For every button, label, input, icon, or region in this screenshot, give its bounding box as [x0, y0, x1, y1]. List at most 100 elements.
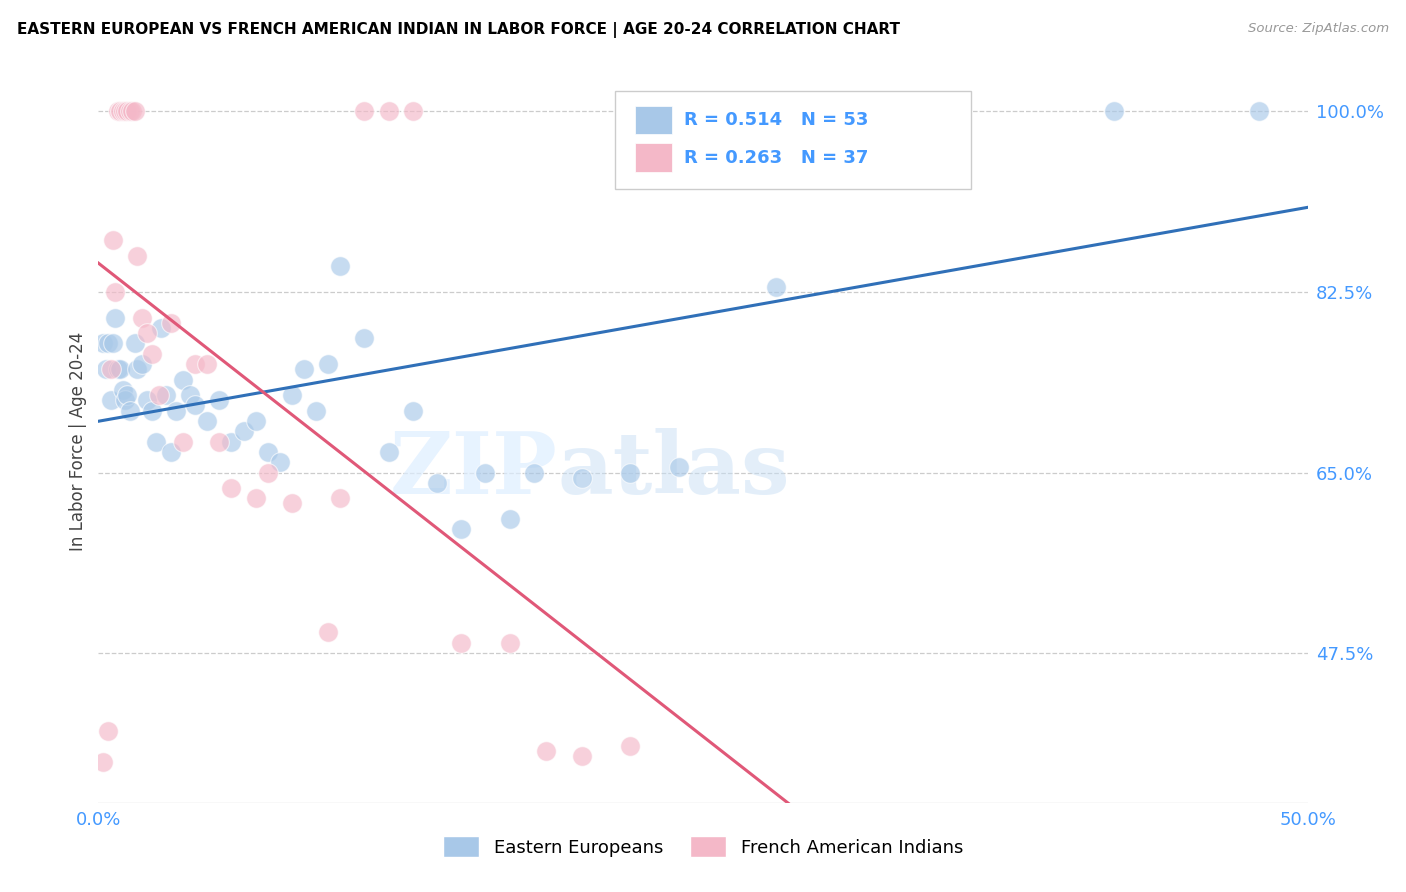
Point [619, 739, 641, 753]
Point [934, 104, 956, 119]
Point [402, 104, 425, 119]
Point [155, 388, 177, 402]
Text: R = 0.514   N = 53: R = 0.514 N = 53 [683, 111, 868, 129]
Point [94, 362, 117, 376]
Point [232, 424, 254, 438]
Point [208, 393, 231, 408]
Point [256, 466, 278, 480]
Point [117, 104, 139, 119]
Point [117, 388, 139, 402]
Point [141, 403, 163, 417]
Point [131, 310, 153, 325]
Point [104, 310, 127, 325]
Point [245, 491, 267, 506]
Text: ZIP: ZIP [389, 428, 558, 512]
Point [108, 104, 131, 119]
Point [329, 259, 352, 273]
Point [124, 336, 146, 351]
Point [377, 445, 399, 459]
Bar [636, 105, 672, 135]
Point [353, 331, 375, 345]
Point [353, 104, 375, 119]
Point [523, 466, 546, 480]
Point [195, 357, 218, 371]
Point [101, 233, 124, 247]
Point [148, 388, 170, 402]
Point [124, 104, 146, 119]
Point [1249, 104, 1271, 119]
Point [269, 455, 291, 469]
Point [534, 744, 557, 758]
Point [256, 445, 278, 459]
Point [221, 434, 243, 449]
Point [329, 491, 352, 506]
Point [131, 357, 153, 371]
Point [281, 496, 304, 510]
Point [668, 460, 690, 475]
Point [127, 249, 149, 263]
Point [1102, 104, 1125, 119]
Point [111, 104, 134, 119]
Point [107, 104, 129, 119]
Point [281, 388, 304, 402]
Point [813, 104, 835, 119]
Bar [636, 143, 672, 172]
Point [208, 434, 231, 449]
Point [108, 362, 131, 376]
Point [91, 336, 114, 351]
Point [221, 481, 243, 495]
Point [111, 383, 134, 397]
Point [402, 403, 425, 417]
Point [97, 723, 120, 738]
Text: atlas: atlas [558, 428, 790, 512]
Point [172, 373, 194, 387]
Point [498, 636, 520, 650]
Point [179, 388, 201, 402]
Text: R = 0.263   N = 37: R = 0.263 N = 37 [683, 149, 868, 167]
Point [450, 636, 472, 650]
Point [165, 403, 187, 417]
Point [107, 362, 129, 376]
Point [135, 326, 157, 341]
Point [292, 362, 315, 376]
Point [184, 357, 207, 371]
Point [474, 466, 496, 480]
Point [619, 466, 641, 480]
Legend: Eastern Europeans, French American Indians: Eastern Europeans, French American India… [436, 829, 970, 864]
Point [135, 393, 157, 408]
Y-axis label: In Labor Force | Age 20-24: In Labor Force | Age 20-24 [69, 332, 87, 551]
Point [145, 434, 167, 449]
Point [150, 321, 173, 335]
Point [305, 403, 328, 417]
Point [101, 336, 124, 351]
Point [100, 362, 122, 376]
Point [127, 362, 149, 376]
Point [114, 104, 136, 119]
Point [498, 512, 520, 526]
Point [91, 755, 114, 769]
Point [450, 522, 472, 536]
Point [195, 414, 218, 428]
Point [160, 445, 183, 459]
Text: EASTERN EUROPEAN VS FRENCH AMERICAN INDIAN IN LABOR FORCE | AGE 20-24 CORRELATIO: EASTERN EUROPEAN VS FRENCH AMERICAN INDI… [17, 22, 900, 38]
Point [571, 471, 593, 485]
Point [765, 279, 787, 293]
FancyBboxPatch shape [614, 91, 972, 189]
Point [121, 104, 143, 119]
Point [160, 316, 183, 330]
Point [104, 285, 127, 299]
Point [141, 347, 163, 361]
Point [97, 336, 120, 351]
Text: Source: ZipAtlas.com: Source: ZipAtlas.com [1249, 22, 1389, 36]
Point [571, 749, 593, 764]
Point [316, 625, 339, 640]
Point [118, 104, 141, 119]
Point [377, 104, 399, 119]
Point [118, 403, 141, 417]
Point [426, 475, 449, 490]
Point [316, 357, 339, 371]
Point [172, 434, 194, 449]
Point [245, 414, 267, 428]
Point [100, 393, 122, 408]
Point [114, 393, 136, 408]
